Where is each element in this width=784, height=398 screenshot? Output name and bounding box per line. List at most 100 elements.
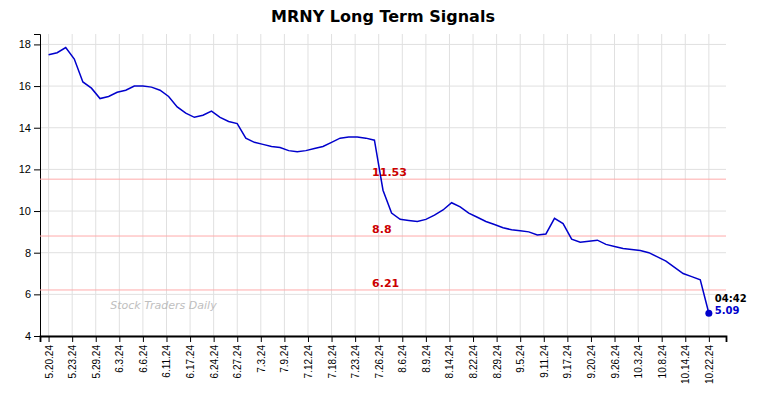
- grid-line-x: [213, 34, 214, 336]
- x-tick-label: 9.11.24: [539, 345, 550, 378]
- grid-line-x: [614, 34, 615, 336]
- x-tick-mark: [402, 336, 403, 342]
- x-tick: 6.11.24: [161, 336, 172, 378]
- x-tick-label: 7.9.24: [279, 345, 290, 373]
- x-tick-label: 7.12.24: [303, 345, 314, 379]
- x-tick: 6.6.24: [138, 336, 149, 373]
- grid-line-x: [378, 34, 379, 336]
- y-tick: 6: [25, 288, 40, 300]
- grid-line-x: [520, 34, 521, 336]
- y-tick-label: 18: [19, 38, 31, 50]
- grid-line-x: [166, 34, 167, 336]
- grid-line-x: [402, 34, 403, 336]
- x-tick-label: 7.23.24: [350, 345, 361, 379]
- y-tick-mark: [34, 169, 40, 170]
- x-tick-mark: [166, 336, 167, 342]
- x-tick-mark: [520, 336, 521, 342]
- y-tick-label: 10: [19, 205, 31, 217]
- grid-line-x: [590, 34, 591, 336]
- x-tick-mark: [379, 336, 380, 342]
- x-tick-mark: [72, 336, 73, 342]
- x-tick-mark: [284, 336, 285, 342]
- y-tick: 12: [19, 163, 40, 175]
- y-axis-line: [34, 35, 41, 337]
- grid-line-x: [142, 34, 143, 336]
- x-tick: 6.27.24: [232, 336, 243, 378]
- watermark: Stock Traders Daily: [110, 299, 217, 312]
- grid-line-x: [48, 34, 49, 336]
- x-tick: 5.29.24: [91, 336, 102, 378]
- x-tick: 5.20.24: [44, 336, 55, 378]
- grid-line-x: [237, 34, 238, 336]
- grid-line-x: [708, 34, 709, 336]
- x-tick: 5.23.24: [67, 336, 78, 378]
- x-tick-mark: [473, 336, 474, 342]
- x-tick: 8.14.24: [444, 336, 455, 378]
- x-tick-mark: [190, 336, 191, 342]
- y-tick-mark: [34, 44, 40, 45]
- x-tick: 10.22.24: [704, 336, 715, 384]
- x-tick-mark: [662, 336, 663, 342]
- x-tick: 8.6.24: [397, 336, 408, 373]
- y-tick: 14: [19, 122, 40, 134]
- x-axis: 5.20.24 5.23.24 5.29.24 6.3.24 6.6.24 6.11.24…: [41, 336, 727, 384]
- x-tick-mark: [591, 336, 592, 342]
- y-tick-label: 4: [25, 330, 31, 342]
- x-tick-label: 9.26.24: [610, 345, 621, 379]
- data-area: [40, 48, 726, 317]
- reference-label: 11.53: [372, 166, 407, 179]
- y-tick: 16: [19, 80, 40, 92]
- x-tick-mark: [638, 336, 639, 342]
- x-tick-label: 8.22.24: [468, 345, 479, 379]
- y-tick-mark: [34, 336, 40, 337]
- reference-label: 6.21: [372, 277, 399, 290]
- x-tick-mark: [355, 336, 356, 342]
- y-tick-mark: [34, 86, 40, 87]
- x-tick: 9.5.24: [515, 336, 526, 373]
- annotations: 11.538.86.2104:425.09Stock Traders Daily: [110, 166, 746, 316]
- x-tick-mark: [497, 336, 498, 342]
- x-tick: 10.3.24: [633, 336, 644, 378]
- y-tick-mark: [34, 211, 40, 212]
- x-tick: 8.9.24: [421, 336, 432, 373]
- x-tick-mark: [709, 336, 710, 342]
- grid-line-x: [543, 34, 544, 336]
- x-tick-mark: [143, 336, 144, 342]
- x-tick-mark: [214, 336, 215, 342]
- x-tick: 6.3.24: [114, 336, 125, 373]
- x-tick-label: 5.20.24: [44, 345, 55, 379]
- y-tick-label: 8: [25, 247, 31, 259]
- x-tick-label: 8.9.24: [421, 345, 432, 373]
- x-tick: 9.20.24: [586, 336, 597, 378]
- grid-line-x: [567, 34, 568, 336]
- x-tick-label: 6.6.24: [138, 345, 149, 373]
- x-tick-mark: [49, 336, 50, 342]
- x-tick-mark: [261, 336, 262, 342]
- grid-line-x: [72, 34, 73, 336]
- x-tick: 7.23.24: [350, 336, 361, 378]
- grid-line-x: [685, 34, 686, 336]
- x-tick-label: 8.6.24: [397, 345, 408, 373]
- x-tick-label: 7.26.24: [374, 345, 385, 379]
- x-tick: 9.17.24: [562, 336, 573, 378]
- x-tick: 7.18.24: [327, 336, 338, 378]
- x-axis-line: [41, 337, 727, 343]
- x-tick: 7.26.24: [374, 336, 385, 378]
- series-line: [49, 48, 709, 314]
- x-tick-mark: [567, 336, 568, 342]
- last-point: [705, 310, 712, 317]
- y-tick-label: 14: [19, 122, 31, 134]
- reference-label: 8.8: [372, 223, 392, 236]
- x-tick-mark: [332, 336, 333, 342]
- grid-line-x: [331, 34, 332, 336]
- grid-line-x: [355, 34, 356, 336]
- grid-line-x: [95, 34, 96, 336]
- x-tick: 6.24.24: [209, 336, 220, 378]
- grid-line-x: [119, 34, 120, 336]
- x-tick-mark: [685, 336, 686, 342]
- chart: 4 6 8 10 12 14 16 18 5.20.24 5.23.24 5.29.24 6.3.24…: [0, 0, 784, 398]
- x-tick-mark: [615, 336, 616, 342]
- x-tick-mark: [237, 336, 238, 342]
- grid-line-x: [638, 34, 639, 336]
- y-tick: 18: [19, 38, 40, 50]
